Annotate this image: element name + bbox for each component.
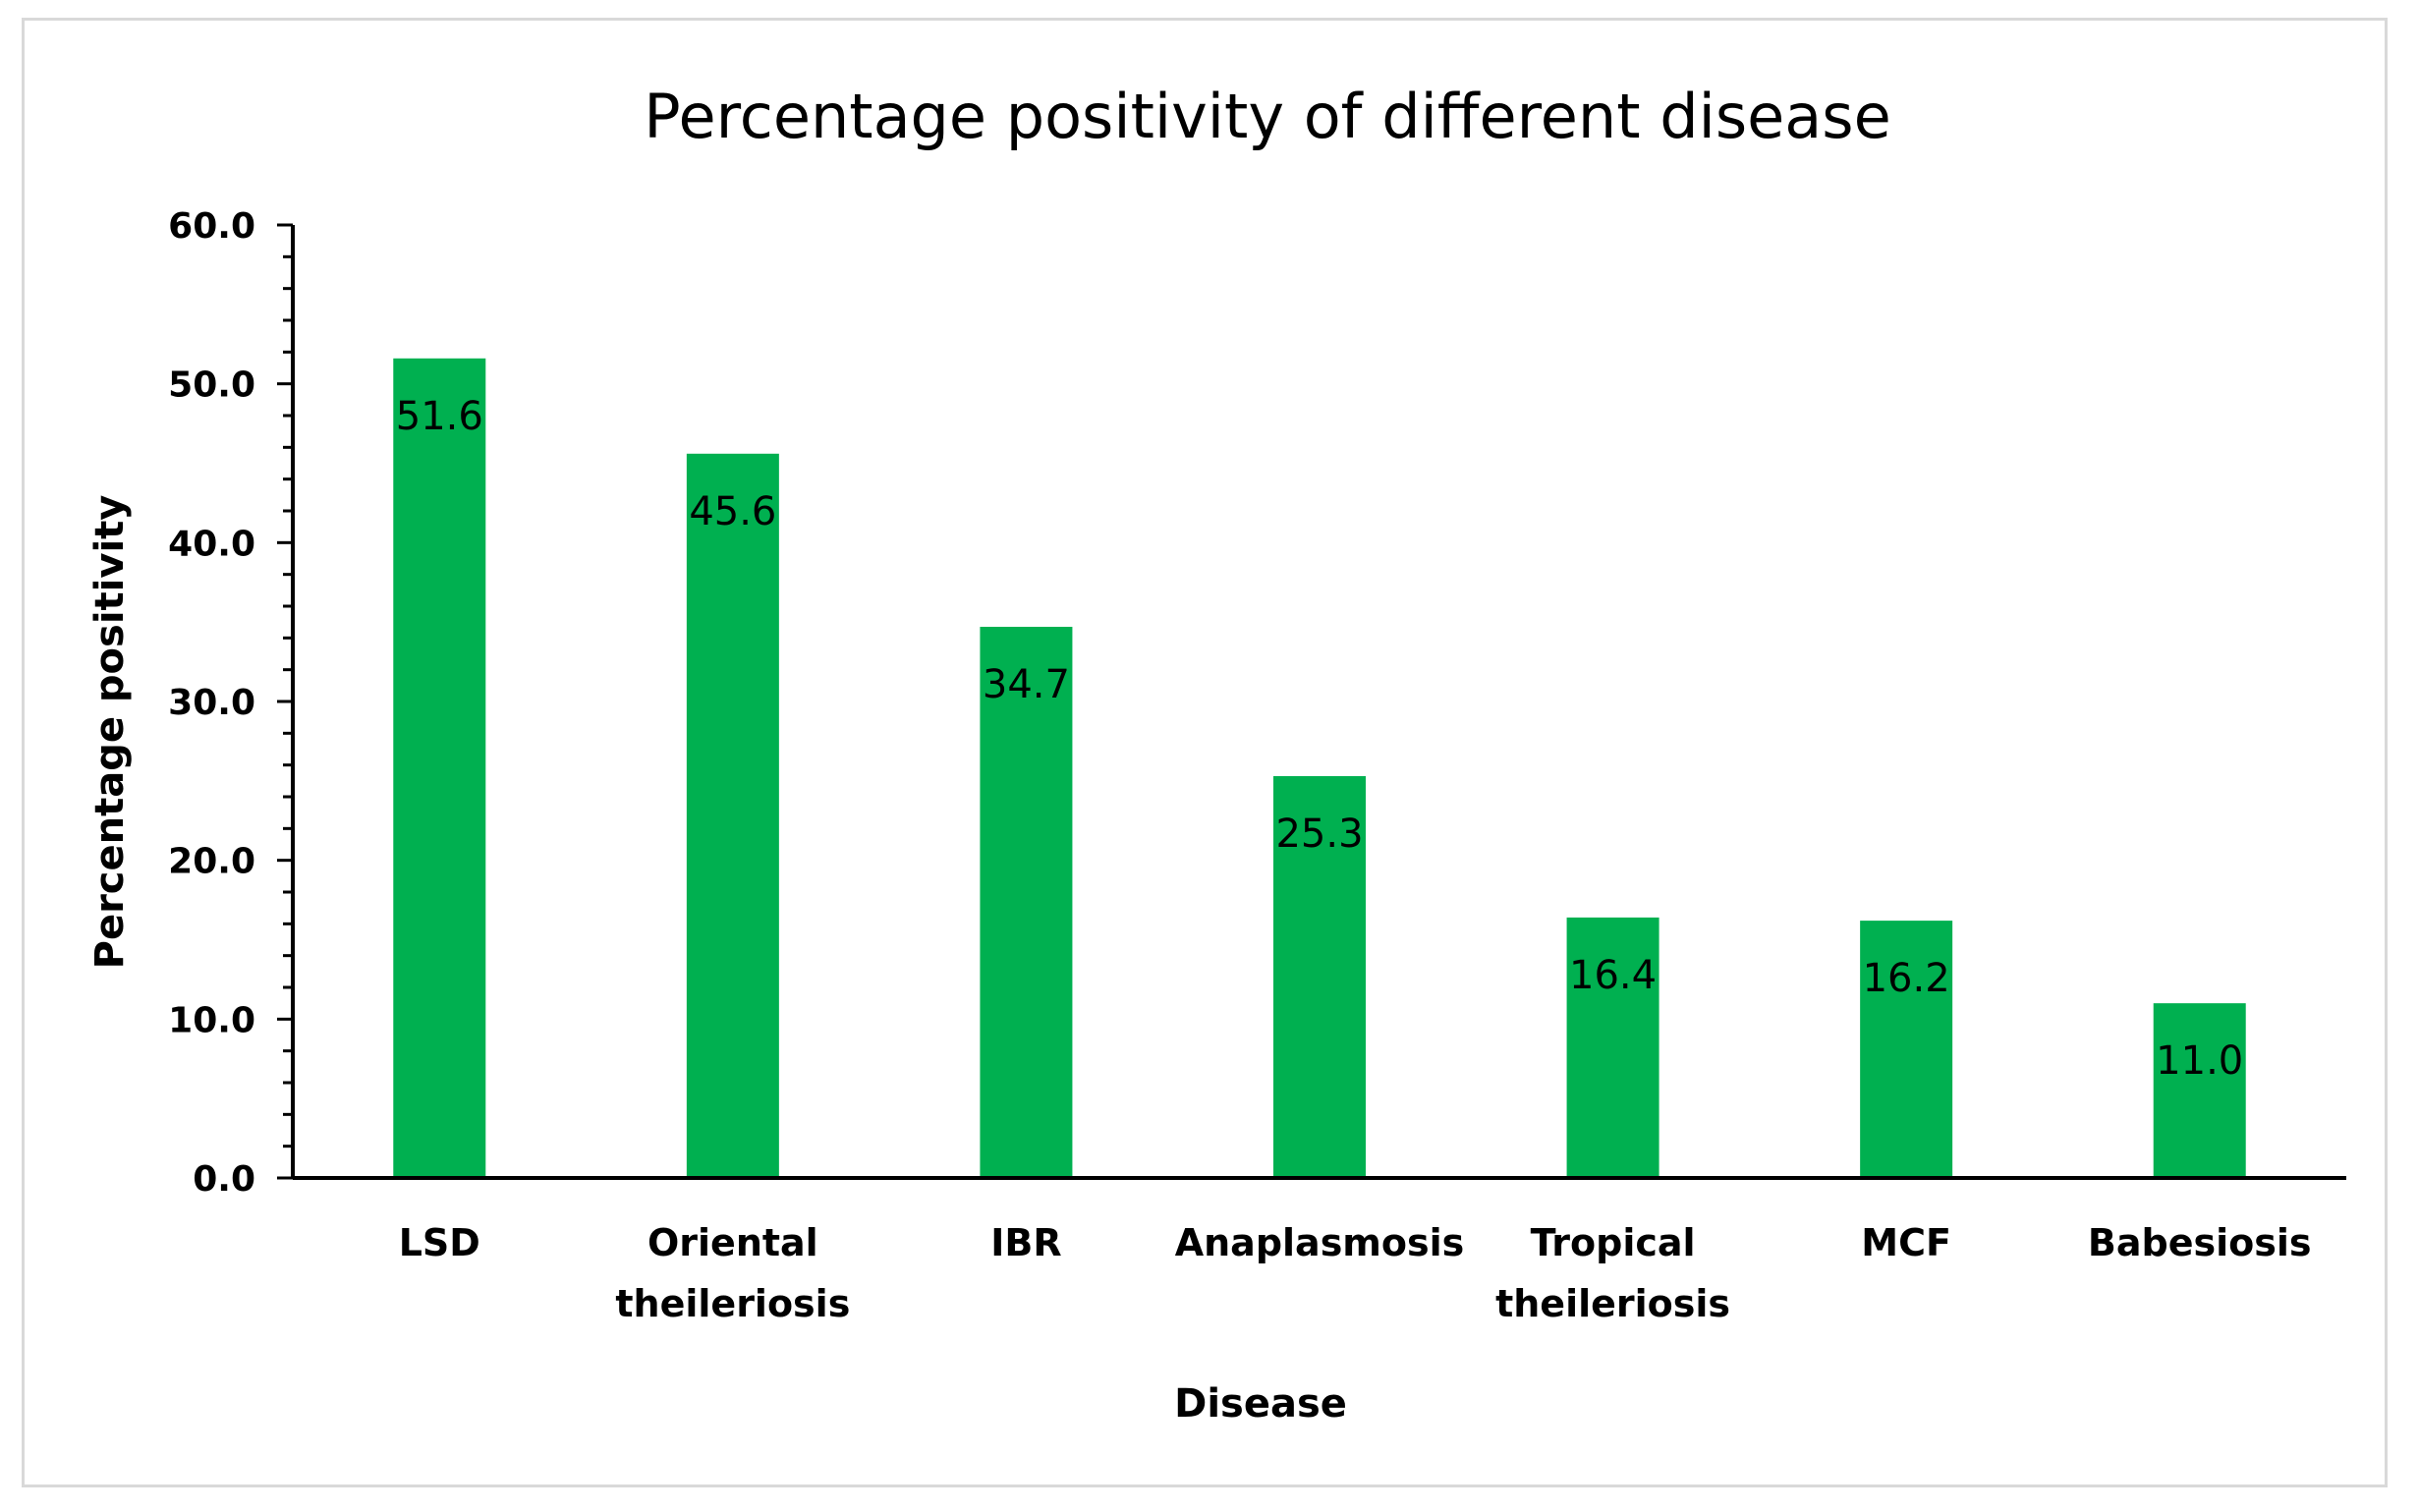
y-tick-label: 40.0 xyxy=(168,524,255,564)
x-tick-label-line: LSD xyxy=(399,1221,480,1264)
y-axis: 0.0 10.0 20.0 30.0 40.0 50.0 60.0 xyxy=(168,206,295,1200)
bar xyxy=(1273,775,1366,1178)
data-label: 34.7 xyxy=(983,662,1070,707)
x-tick-label-line: MCF xyxy=(1861,1221,1951,1264)
x-tick-label: Tropical theileriosis xyxy=(1495,1221,1730,1325)
x-tick-label: IBR xyxy=(990,1221,1061,1264)
x-tick-label-line: IBR xyxy=(990,1221,1061,1264)
x-axis-title: Disease xyxy=(1174,1381,1347,1427)
x-tick-label-line: Anaplasmosis xyxy=(1175,1221,1465,1264)
x-tick-label: MCF xyxy=(1861,1221,1951,1264)
data-label: 45.6 xyxy=(689,489,776,534)
x-tick-label: Babesiosis xyxy=(2088,1221,2312,1264)
data-label: 25.3 xyxy=(1275,812,1363,857)
y-tick-label: 30.0 xyxy=(168,683,255,723)
bars: 51.6 45.6 34.7 25.3 16.4 16.2 11.0 xyxy=(393,358,2246,1178)
y-tick-label: 50.0 xyxy=(168,365,255,406)
x-tick-label-line: Oriental xyxy=(647,1221,818,1264)
x-tick-label-line: theileriosis xyxy=(1495,1282,1730,1325)
y-tick-label: 0.0 xyxy=(193,1159,255,1200)
bar xyxy=(393,358,486,1178)
data-label: 51.6 xyxy=(396,394,483,439)
y-tick-label: 60.0 xyxy=(168,206,255,247)
x-tick-label: LSD xyxy=(399,1221,480,1264)
bar xyxy=(980,627,1073,1178)
x-tick-label-line: Babesiosis xyxy=(2088,1221,2312,1264)
bar xyxy=(1860,921,1953,1178)
y-axis-title: Percentage positivity xyxy=(87,495,133,970)
y-tick-label: 10.0 xyxy=(168,1000,255,1040)
data-label: 11.0 xyxy=(2156,1038,2243,1084)
chart-title: Percentage positivity of different disea… xyxy=(644,81,1890,152)
data-label: 16.4 xyxy=(1569,953,1657,998)
x-tick-label: Oriental theileriosis xyxy=(615,1221,850,1325)
bar xyxy=(686,453,779,1178)
data-label: 16.2 xyxy=(1863,956,1950,1001)
x-axis: LSD Oriental theileriosis IBR Anaplasmosis Tr… xyxy=(293,1176,2346,1325)
x-tick-label: Anaplasmosis xyxy=(1175,1221,1465,1264)
bar xyxy=(2153,1003,2246,1178)
x-tick-label-line: Tropical xyxy=(1531,1221,1696,1264)
x-tick-label-line: theileriosis xyxy=(615,1282,850,1325)
y-tick-label: 20.0 xyxy=(168,842,255,882)
bar xyxy=(1566,917,1660,1178)
